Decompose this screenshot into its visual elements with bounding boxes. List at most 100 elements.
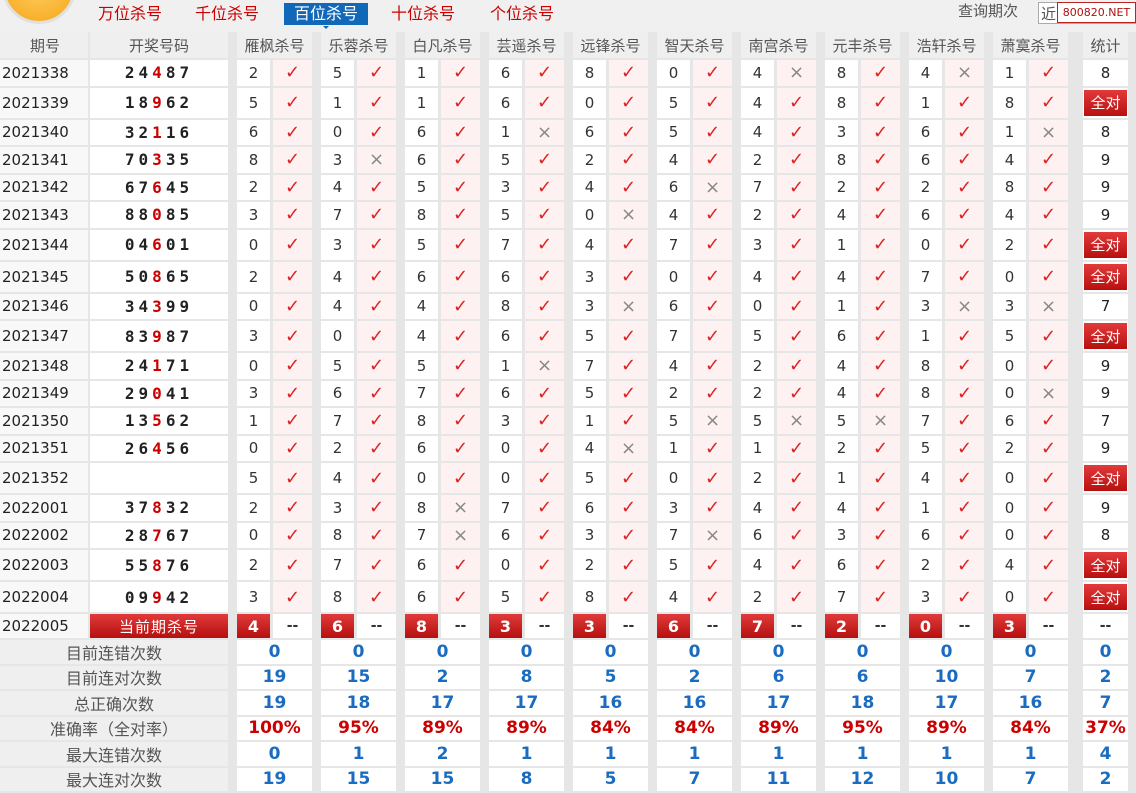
kill-number: 2	[909, 550, 942, 580]
check-icon: ✓	[609, 119, 648, 145]
kill-number: 8	[909, 380, 942, 406]
check-icon: ✓	[441, 463, 480, 493]
current-kill-button[interactable]: 当前期杀号	[90, 614, 228, 638]
check-icon: ✓	[777, 495, 816, 521]
check-icon: ✓	[777, 550, 816, 580]
kill-number: 8	[321, 582, 354, 612]
tab-qian[interactable]: 千位杀号	[195, 4, 260, 23]
kill-number: 8	[573, 582, 606, 612]
check-icon: ✓	[357, 582, 396, 612]
tab-ge[interactable]: 个位杀号	[490, 4, 555, 23]
stats-value: 19	[237, 665, 312, 689]
stats-value: 6	[825, 665, 900, 689]
period-cell: 2021347	[0, 321, 88, 351]
stats-value: 1	[657, 742, 732, 766]
draw-digit: 6	[179, 438, 194, 458]
pending-mark: --	[1029, 614, 1068, 638]
draw-digit: 1	[179, 383, 194, 403]
period-cell: 2022004	[0, 582, 88, 612]
kill-number: 2	[321, 435, 354, 461]
check-icon: ✓	[1029, 582, 1068, 612]
check-icon: ✓	[693, 495, 732, 521]
kill-number: 2	[741, 380, 774, 406]
check-icon: ✓	[945, 174, 984, 200]
check-icon: ✓	[609, 495, 648, 521]
kill-number: 8	[321, 522, 354, 548]
check-icon: ✓	[609, 147, 648, 173]
period-cell: 2021348	[0, 353, 88, 379]
kill-number: 2	[573, 147, 606, 173]
check-icon: ✓	[441, 261, 480, 292]
cross-icon: ×	[777, 60, 816, 86]
stat-cell: 全对	[1083, 550, 1128, 580]
kill-number: 4	[573, 435, 606, 461]
check-icon: ✓	[357, 408, 396, 434]
draw-digit: 9	[152, 587, 166, 607]
check-icon: ✓	[693, 202, 732, 228]
check-icon: ✓	[525, 582, 564, 612]
kill-number: 0	[237, 522, 270, 548]
stats-value: 17	[909, 691, 984, 715]
check-icon: ✓	[441, 380, 480, 406]
check-icon: ✓	[525, 380, 564, 406]
check-icon: ✓	[357, 202, 396, 228]
check-icon: ✓	[861, 463, 900, 493]
stats-value: 0	[321, 640, 396, 664]
draw-digit: 8	[138, 525, 153, 545]
current-kill-number: 3	[573, 614, 606, 638]
stat-cell: 8	[1083, 522, 1128, 548]
draw-digit: 2	[124, 383, 139, 403]
tab-bai[interactable]: 百位杀号	[284, 3, 369, 29]
cross-icon: ×	[1029, 293, 1068, 319]
check-icon: ✓	[777, 87, 816, 118]
tab-wan[interactable]: 万位杀号	[98, 4, 163, 23]
kill-number: 4	[741, 495, 774, 521]
draw-digit: 1	[124, 93, 139, 112]
check-icon: ✓	[273, 60, 312, 86]
current-kill-number: 0	[909, 614, 942, 638]
kill-number: 4	[741, 261, 774, 292]
check-icon: ✓	[525, 147, 564, 173]
stat-cell: 9	[1083, 380, 1128, 406]
check-icon: ✓	[1029, 87, 1068, 118]
kill-number: 3	[237, 321, 270, 351]
kill-number: 7	[405, 380, 438, 406]
stats-value: 1	[321, 742, 396, 766]
header-expert: 南宫杀号	[741, 32, 816, 58]
kill-number: 7	[909, 408, 942, 434]
stat-cell: 8	[1083, 60, 1128, 86]
current-kill-number: 6	[657, 614, 690, 638]
stats-total: 2	[1083, 767, 1128, 791]
kill-number: 1	[825, 463, 858, 493]
kill-number: 7	[657, 229, 690, 260]
check-icon: ✓	[945, 550, 984, 580]
draw-digit: 8	[165, 326, 180, 346]
check-icon: ✓	[1029, 495, 1068, 521]
kill-number: 6	[489, 261, 522, 292]
table-row: 2021340 3 2 1 1 6 6 ✓ 0 ✓ 6 ✓ 1 × 6 ✓ 5 ✓ 4 ✓ 3 ✓ 6 ✓ 1 × 8	[0, 119, 1136, 145]
check-icon: ✓	[609, 408, 648, 434]
check-icon: ✓	[609, 522, 648, 548]
tab-shi[interactable]: 十位杀号	[391, 4, 456, 23]
check-icon: ✓	[273, 463, 312, 493]
check-icon: ✓	[609, 87, 648, 118]
stats-value: 7	[993, 665, 1068, 689]
stats-value: 1	[741, 742, 816, 766]
kill-number: 2	[909, 174, 942, 200]
draw-digit: 1	[152, 122, 166, 142]
stats-value: 84%	[657, 716, 732, 740]
kill-number: 0	[321, 321, 354, 351]
stats-row: 目前连对次数 19 15 2 8 5 2 6 6 10 7 2	[0, 665, 1136, 689]
kill-number: 0	[993, 582, 1026, 612]
draw-digit: 8	[165, 63, 180, 83]
kill-number: 1	[993, 60, 1026, 86]
kill-number: 1	[237, 408, 270, 434]
kill-number: 6	[909, 119, 942, 145]
draw-digit: 6	[124, 177, 139, 197]
kill-number: 3	[489, 174, 522, 200]
pending-mark: --	[945, 614, 984, 638]
draw-digit: 0	[138, 267, 153, 286]
period-cell: 2021344	[0, 229, 88, 260]
check-icon: ✓	[357, 87, 396, 118]
